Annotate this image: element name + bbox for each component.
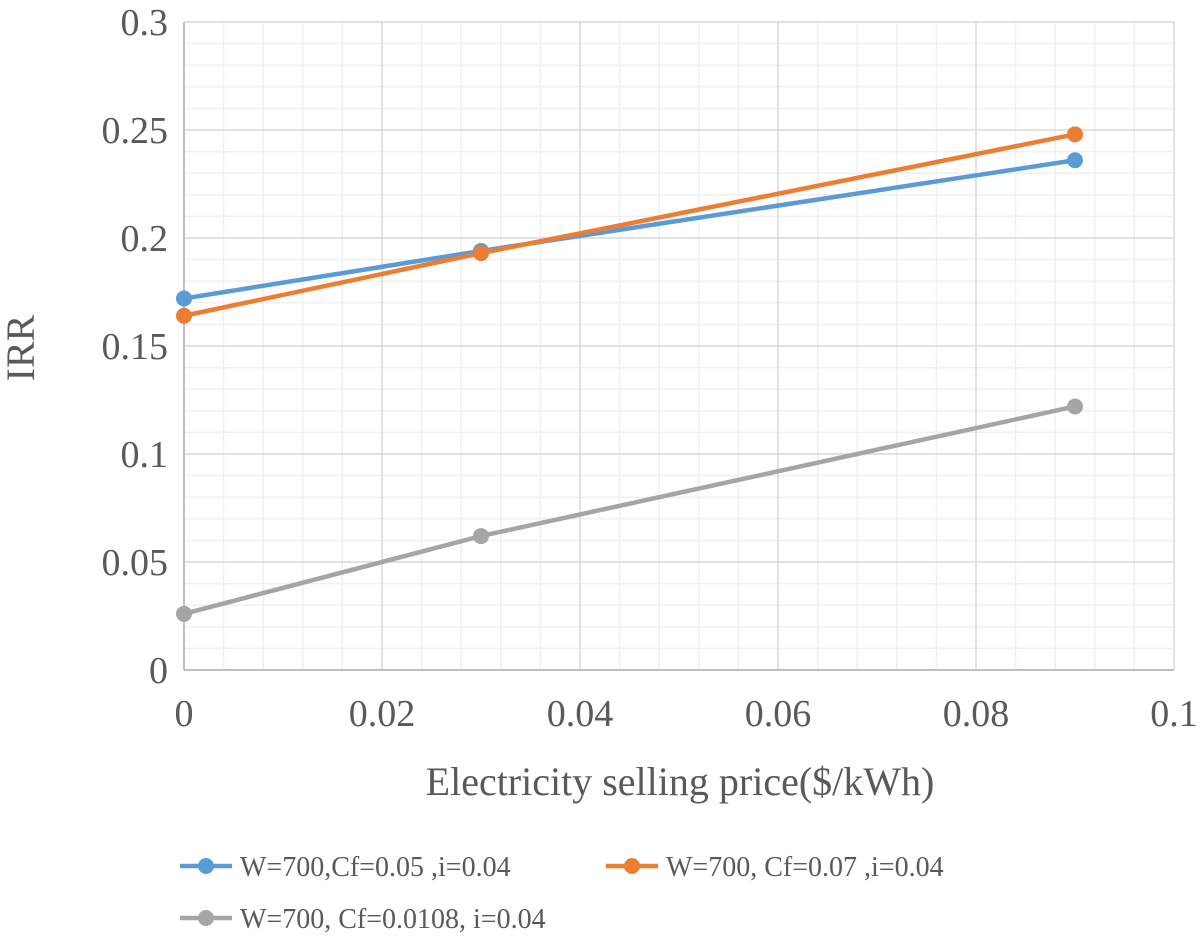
series-2 bbox=[176, 126, 1083, 324]
data-point bbox=[176, 307, 192, 324]
y-tick-label: 0 bbox=[149, 650, 168, 692]
legend-item-1: W=700,Cf=0.05 ,i=0.04 bbox=[180, 852, 511, 883]
y-tick-labels: 0 0.05 0.1 0.15 0.2 0.25 0.3 bbox=[102, 2, 169, 692]
legend-swatch-marker bbox=[624, 858, 640, 874]
legend-label: W=700, Cf=0.07 ,i=0.04 bbox=[666, 852, 944, 883]
y-axis-title: IRR bbox=[0, 314, 43, 381]
x-tick-label: 0.02 bbox=[349, 693, 416, 735]
x-tick-label: 0.06 bbox=[745, 693, 812, 735]
data-point bbox=[176, 290, 192, 307]
data-point bbox=[176, 605, 192, 622]
series-line bbox=[181, 132, 1078, 319]
series-line bbox=[181, 157, 1078, 301]
data-point bbox=[1067, 126, 1083, 143]
x-axis-title: Electricity selling price($/kWh) bbox=[426, 759, 935, 804]
legend-swatch-marker bbox=[198, 910, 214, 926]
series-3 bbox=[176, 398, 1083, 622]
x-tick-label: 0.08 bbox=[943, 693, 1010, 735]
data-point bbox=[473, 528, 489, 545]
x-tick-label: 0 bbox=[175, 693, 194, 735]
y-tick-label: 0.2 bbox=[121, 218, 169, 260]
legend-item-2: W=700, Cf=0.07 ,i=0.04 bbox=[606, 852, 944, 883]
y-tick-label: 0.05 bbox=[102, 542, 169, 584]
data-point bbox=[1067, 152, 1083, 169]
data-point bbox=[1067, 398, 1083, 415]
legend-label: W=700, Cf=0.0108, i=0.04 bbox=[240, 904, 546, 935]
x-tick-labels: 0 0.02 0.04 0.06 0.08 0.1 bbox=[175, 693, 1198, 735]
y-tick-label: 0.3 bbox=[121, 2, 169, 44]
legend-item-3: W=700, Cf=0.0108, i=0.04 bbox=[180, 904, 546, 935]
legend: W=700,Cf=0.05 ,i=0.04 W=700, Cf=0.07 ,i=0… bbox=[180, 852, 944, 935]
series-line bbox=[181, 404, 1078, 617]
y-tick-label: 0.1 bbox=[121, 434, 169, 476]
series-1 bbox=[176, 152, 1083, 307]
legend-label: W=700,Cf=0.05 ,i=0.04 bbox=[240, 852, 511, 883]
x-tick-label: 0.04 bbox=[547, 693, 614, 735]
data-point bbox=[473, 245, 489, 262]
x-tick-label: 0.1 bbox=[1150, 693, 1198, 735]
series-layer bbox=[176, 126, 1083, 622]
y-tick-label: 0.15 bbox=[102, 326, 169, 368]
axes bbox=[183, 22, 1174, 671]
legend-swatch-marker bbox=[198, 858, 214, 874]
y-tick-label: 0.25 bbox=[102, 110, 169, 152]
